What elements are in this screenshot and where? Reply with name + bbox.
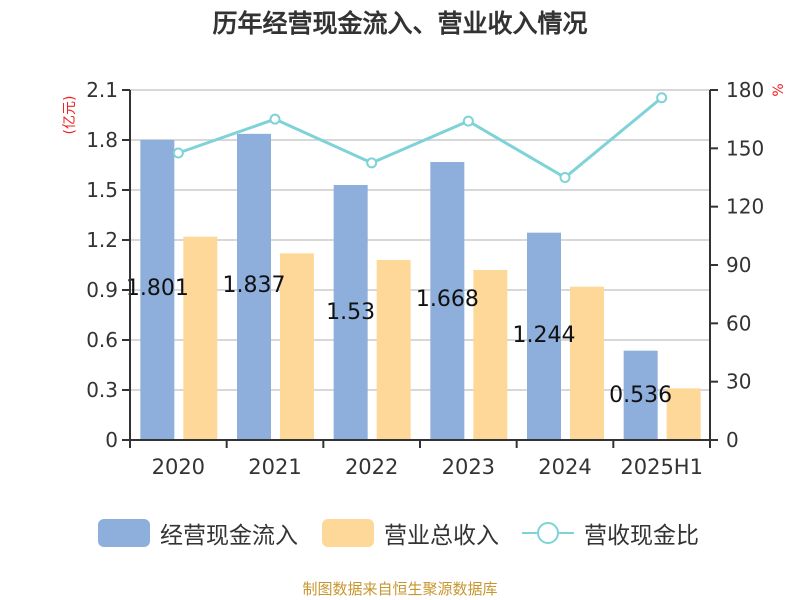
data-label: 1.837: [223, 273, 286, 298]
data-label: 1.668: [416, 287, 479, 312]
ratio-point-marker-icon: [462, 115, 474, 127]
ratio-point-marker-icon: [656, 92, 668, 104]
ratio-point-marker-icon: [269, 113, 281, 125]
bar-revenue: [570, 286, 604, 440]
left-tick-label: 0.3: [86, 378, 118, 402]
source-footer: 制图数据来自恒生聚源数据库: [302, 580, 498, 598]
bar-revenue: [376, 260, 411, 440]
left-tick-label: 0.6: [86, 328, 118, 352]
bar-cash-inflow: [140, 139, 175, 441]
x-tick-label: 2024: [538, 455, 591, 479]
data-label: 1.801: [126, 276, 189, 301]
bar-cash-inflow: [527, 232, 561, 440]
data-label: 0.536: [609, 383, 672, 408]
x-tick-label: 2021: [248, 455, 301, 479]
ratio-point-marker-icon: [559, 172, 571, 183]
legend-item-ratio[interactable]: 营收现金比: [522, 516, 699, 550]
left-axis-unit: (亿元): [62, 96, 78, 135]
data-label: 1.53: [326, 300, 375, 325]
left-tick-label: 1.8: [86, 128, 118, 152]
ratio-point-marker-icon: [366, 157, 378, 169]
right-axis-unit: %: [771, 83, 787, 96]
right-tick-label: 90: [726, 253, 751, 277]
legend-swatch-orange-icon: [322, 519, 374, 547]
left-tick-label: 2.1: [86, 78, 118, 102]
ratio-point-marker-icon: [172, 147, 184, 159]
right-tick-label: 180: [726, 78, 764, 102]
legend-item-cash-inflow[interactable]: 经营现金流入: [98, 516, 298, 550]
x-tick-label: 2023: [442, 455, 495, 479]
x-tick-label: 2022: [345, 455, 398, 479]
left-tick-label: 0: [105, 428, 118, 452]
x-tick-label: 2020: [152, 455, 205, 479]
legend-item-revenue[interactable]: 营业总收入: [322, 516, 499, 550]
bar-revenue: [473, 270, 508, 440]
bar-cash-inflow: [237, 133, 271, 441]
bar-cash-inflow: [430, 162, 465, 440]
right-tick-label: 120: [726, 195, 764, 219]
ratio-line: [177, 96, 663, 180]
bar-cash-inflow: [623, 350, 658, 440]
legend-line-marker-icon: [522, 522, 574, 544]
data-label: 1.244: [513, 323, 576, 348]
legend-label: 营收现金比: [584, 523, 699, 549]
bar-revenue: [280, 253, 314, 440]
right-tick-label: 60: [726, 311, 751, 335]
legend-swatch-blue-icon: [98, 519, 150, 547]
bar-revenue: [183, 236, 218, 440]
right-tick-label: 0: [726, 428, 739, 452]
bar-revenue: [666, 388, 701, 440]
right-tick-label: 150: [726, 136, 764, 160]
x-tick-label: 2025H1: [620, 455, 703, 479]
left-tick-label: 1.5: [86, 178, 118, 202]
legend-label: 营业总收入: [384, 523, 499, 549]
left-tick-label: 1.2: [86, 228, 118, 252]
right-tick-label: 30: [726, 370, 751, 394]
bar-cash-inflow: [333, 185, 368, 440]
left-tick-label: 0.9: [86, 278, 118, 302]
legend-label: 经营现金流入: [160, 523, 298, 549]
chart-title: 历年经营现金流入、营业收入情况: [212, 9, 588, 38]
